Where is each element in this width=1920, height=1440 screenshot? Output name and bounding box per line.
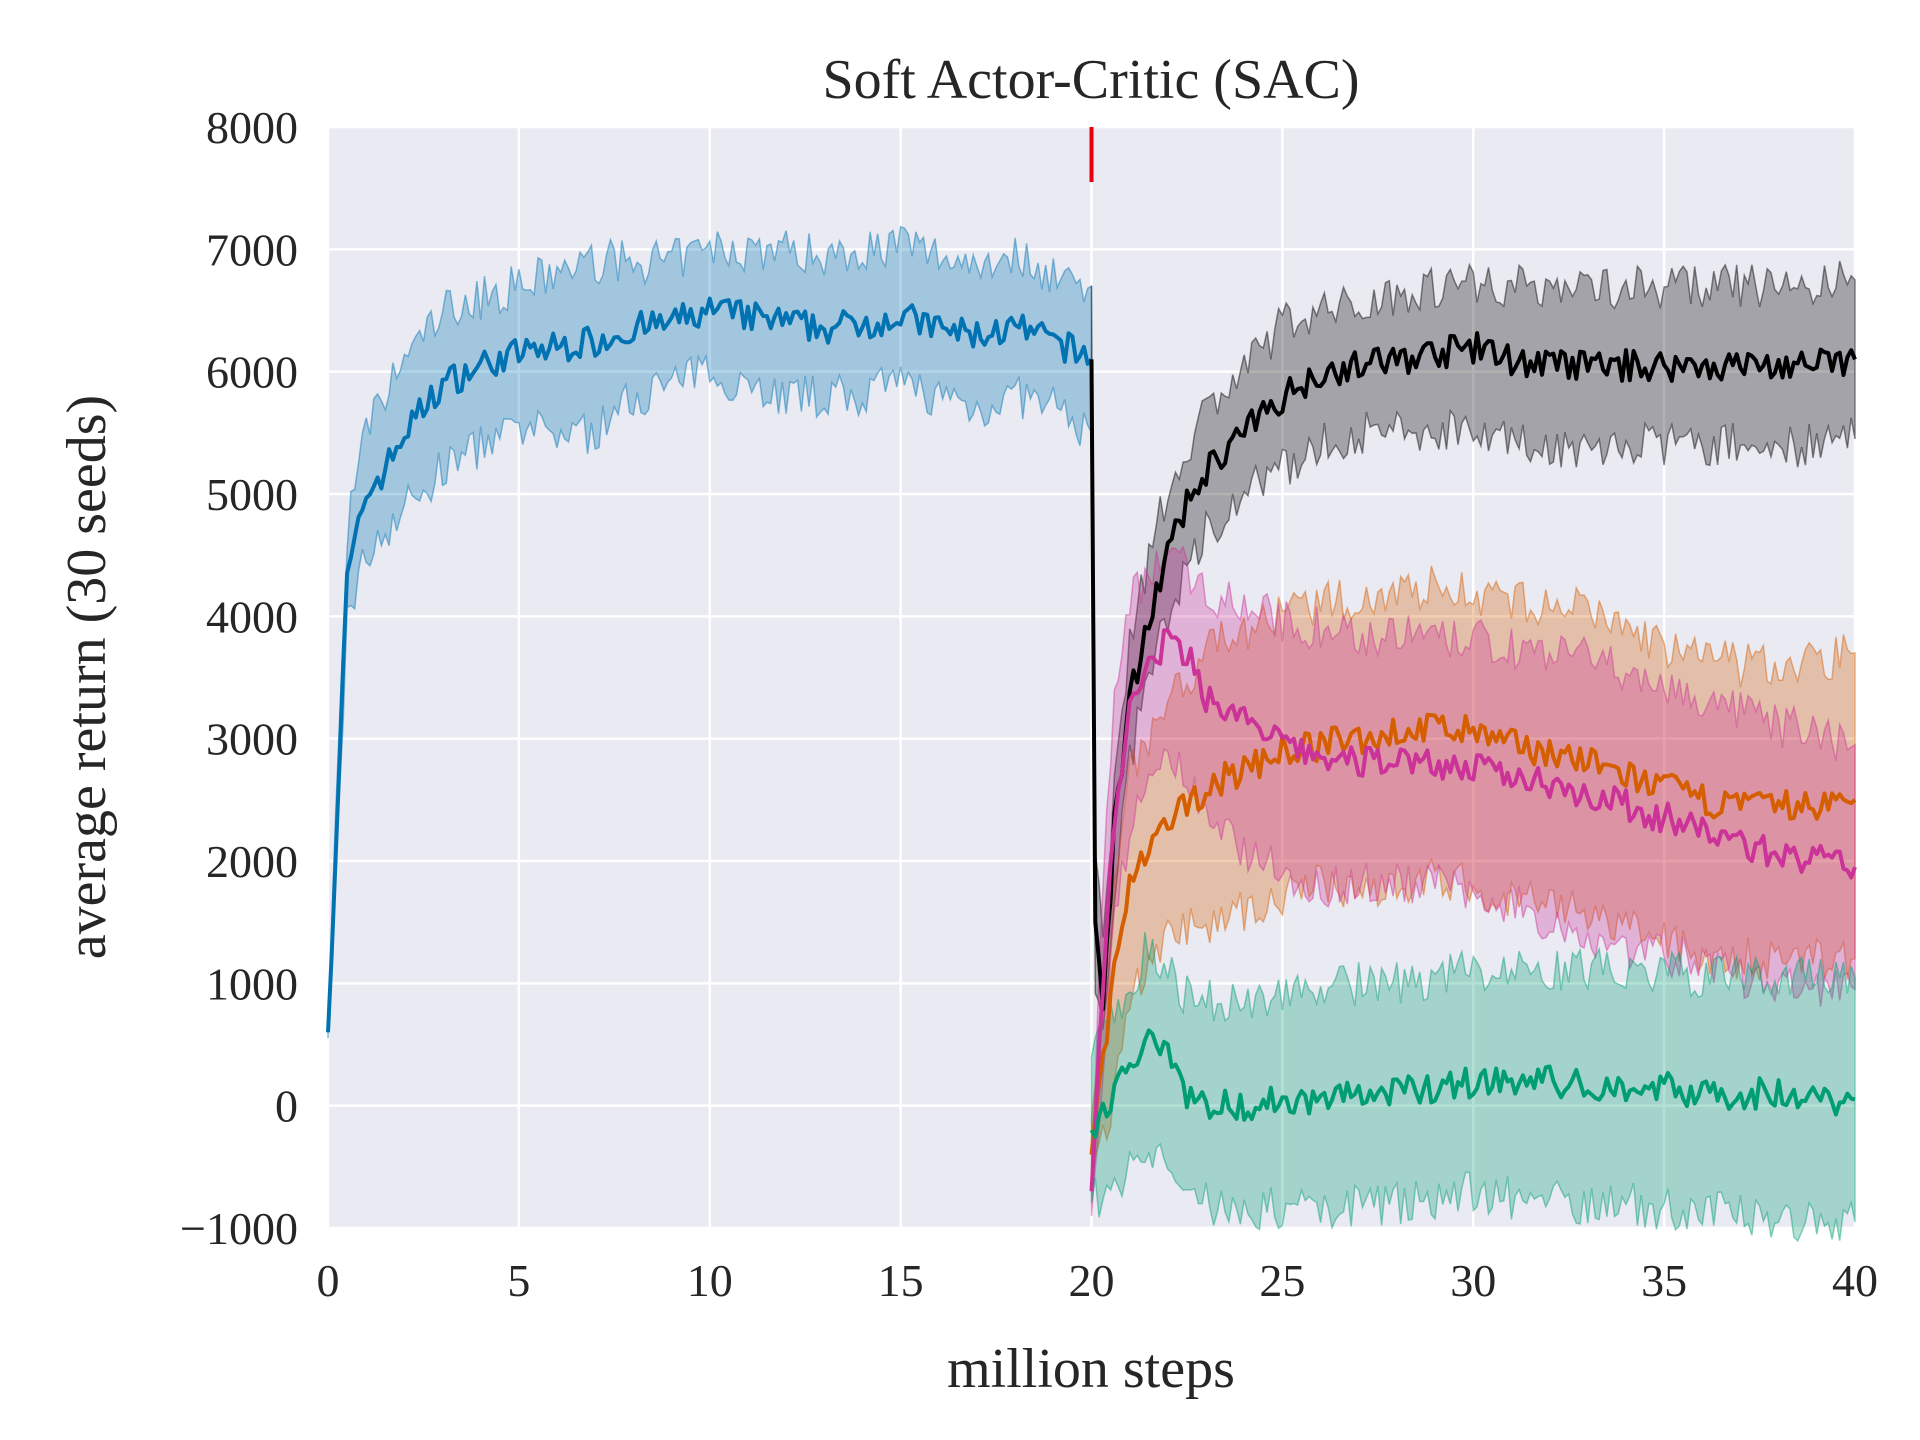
y-tick-label: 1000 <box>206 958 298 1009</box>
y-tick-labels: −1000 0 1000 2000 3000 4000 5000 6000 7000 8000 <box>180 102 298 1254</box>
x-tick-label: 20 <box>1069 1255 1115 1306</box>
x-tick-labels: 0 5 10 15 20 25 30 35 40 <box>317 1255 1879 1306</box>
series-band <box>1090 565 1856 1192</box>
series-band <box>1090 931 1856 1243</box>
series-line <box>1089 712 1857 1155</box>
x-tick-label: 0 <box>317 1255 340 1306</box>
y-tick-label: 6000 <box>206 347 298 398</box>
y-tick-label: 5000 <box>206 469 298 520</box>
x-tick-label: 25 <box>1259 1255 1305 1306</box>
series-line <box>1089 1028 1856 1139</box>
y-axis-label: average return (30 seeds) <box>56 395 118 959</box>
x-tick-label: 10 <box>687 1255 733 1306</box>
series-band <box>1090 260 1856 1030</box>
y-tick-label: 8000 <box>206 102 298 153</box>
chart-title: Soft Actor-Critic (SAC) <box>822 49 1359 111</box>
x-tick-label: 5 <box>507 1255 530 1306</box>
series-line <box>1089 628 1857 1192</box>
y-tick-label: 0 <box>275 1081 298 1132</box>
y-tick-label: 2000 <box>206 836 298 887</box>
y-tick-label: 7000 <box>206 224 298 275</box>
y-tick-label: 3000 <box>206 714 298 765</box>
x-tick-label: 15 <box>878 1255 924 1306</box>
x-tick-label: 35 <box>1641 1255 1687 1306</box>
y-tick-label: −1000 <box>180 1203 298 1254</box>
series-band <box>1090 545 1856 1216</box>
y-tick-label: 4000 <box>206 591 298 642</box>
series-line <box>1089 331 1857 1011</box>
x-axis-label: million steps <box>947 1338 1235 1400</box>
series-line <box>326 296 1094 1033</box>
series-lines <box>326 296 1857 1192</box>
x-tick-label: 40 <box>1832 1255 1878 1306</box>
x-tick-label: 30 <box>1450 1255 1496 1306</box>
